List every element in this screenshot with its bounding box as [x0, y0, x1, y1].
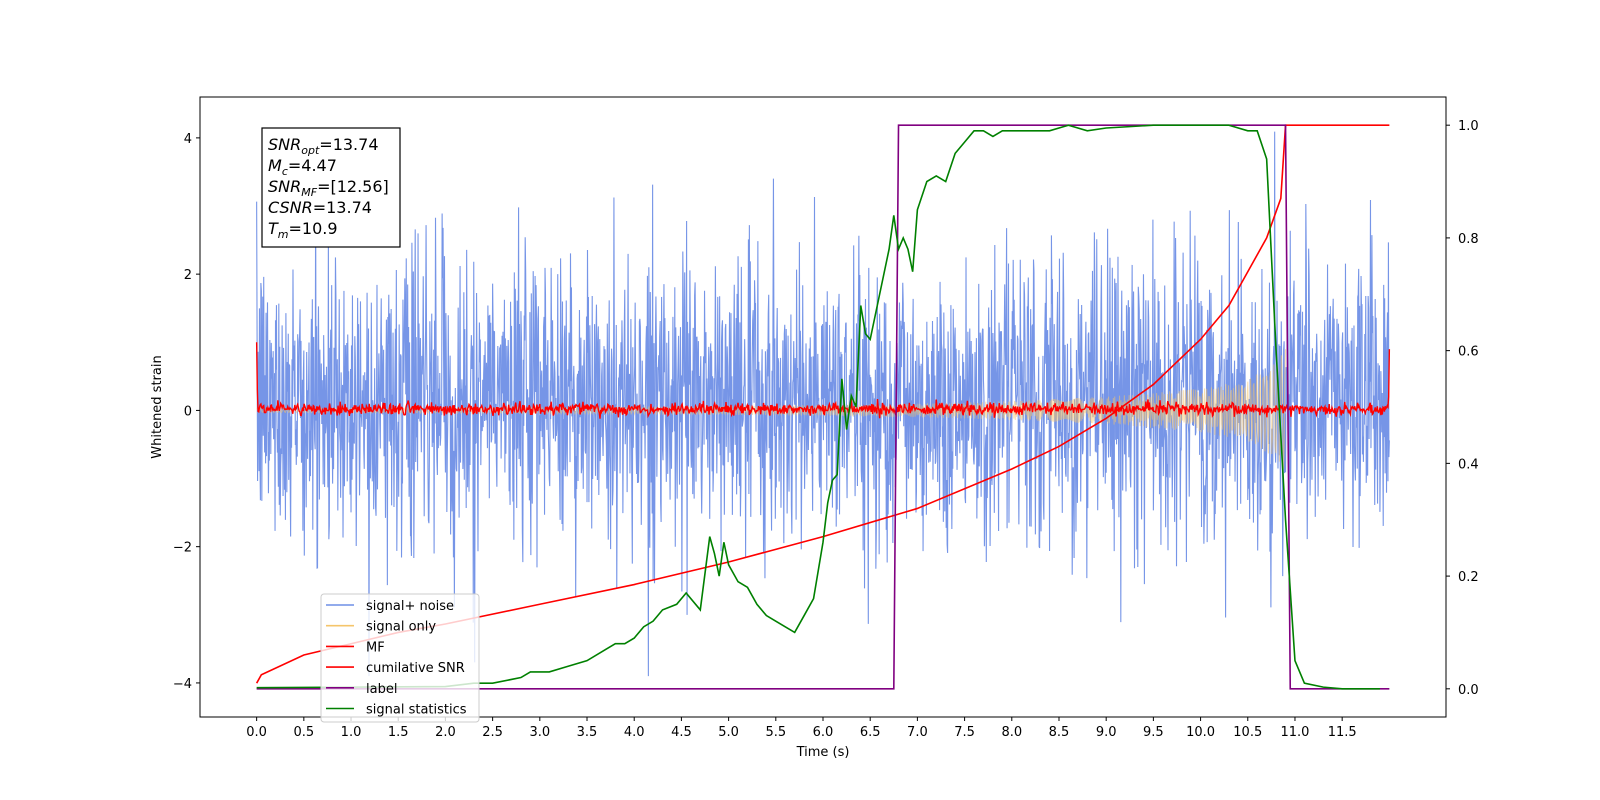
y-left-tick-label: −4	[173, 677, 192, 692]
x-tick-label: 11.5	[1328, 725, 1357, 740]
series-label-line	[256, 124, 1390, 690]
info-box-frame	[261, 127, 401, 248]
x-tick-label: 3.0	[529, 725, 550, 740]
x-tick-label: 6.5	[860, 725, 881, 740]
x-tick-label: 9.0	[1096, 725, 1117, 740]
legend-label: signal+ noise	[366, 599, 454, 614]
x-tick-label: 10.5	[1233, 725, 1262, 740]
x-tick-label: 8.5	[1049, 725, 1070, 740]
y-left-tick-label: −2	[173, 541, 192, 556]
info-box: SNRopt=13.74Mc=4.47SNRMF=[12.56]CSNR=13.…	[261, 127, 401, 248]
x-tick-label: 10.0	[1186, 725, 1215, 740]
legend-label: cumilative SNR	[366, 661, 465, 676]
series-signal-only-line	[256, 349, 1287, 469]
legend-label: MF	[366, 640, 385, 655]
series-signal-statistics-line	[256, 124, 1380, 690]
x-tick-label: 9.5	[1143, 725, 1164, 740]
x-tick-label: 4.5	[671, 725, 692, 740]
info-line: Mc=4.47	[268, 156, 337, 178]
info-line: SNRopt=13.74	[268, 135, 379, 157]
x-tick-label: 0.0	[246, 725, 267, 740]
series-mf-line	[255, 342, 1391, 419]
y-left-tick-label: 0	[184, 404, 192, 419]
x-tick-label: 1.5	[388, 725, 409, 740]
x-tick-label: 1.0	[341, 725, 362, 740]
x-axis-label: Time (s)	[796, 745, 850, 760]
legend: signal+ noise signal only MF cumilative SNR…	[320, 593, 480, 723]
x-tick-label: 2.5	[482, 725, 503, 740]
info-line: CSNR=13.74	[268, 198, 372, 217]
legend-label: signal only	[366, 620, 436, 635]
legend-label: signal statistics	[366, 703, 467, 718]
y-left-tick-label: 4	[184, 132, 192, 147]
x-tick-label: 5.5	[765, 725, 786, 740]
x-tick-label: 8.0	[1001, 725, 1022, 740]
x-tick-label: 4.0	[624, 725, 645, 740]
x-tick-label: 7.0	[907, 725, 928, 740]
legend-label: label	[366, 682, 397, 697]
y-right-tick-label: 0.4	[1458, 457, 1479, 472]
x-tick-label: 0.5	[293, 725, 314, 740]
x-tick-label: 6.0	[813, 725, 834, 740]
y-right-tick-label: 1.0	[1458, 119, 1479, 134]
y-left-tick-label: 2	[184, 268, 192, 283]
info-line: Tm=10.9	[268, 219, 338, 241]
x-tick-label: 5.0	[718, 725, 739, 740]
y-right-tick-label: 0.8	[1458, 232, 1479, 247]
y-right-tick-label: 0.6	[1458, 345, 1479, 360]
legend-frame	[320, 593, 480, 723]
info-line: SNRMF=[12.56]	[268, 177, 389, 199]
y-right-tick-label: 0.2	[1458, 570, 1479, 585]
x-tick-label: 2.0	[435, 725, 456, 740]
x-tick-label: 3.5	[577, 725, 598, 740]
y-axis-label: Whitened strain	[150, 355, 165, 458]
x-tick-label: 11.0	[1280, 725, 1309, 740]
y-right-tick-label: 0.0	[1458, 683, 1479, 698]
x-tick-label: 7.5	[954, 725, 975, 740]
